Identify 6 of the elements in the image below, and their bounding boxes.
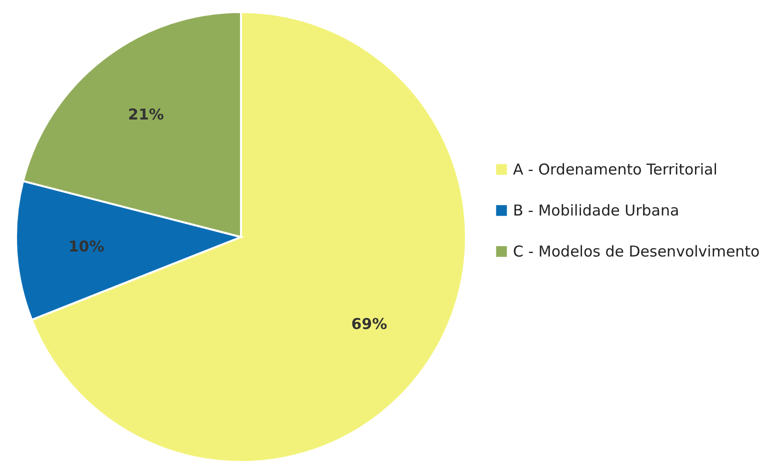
data-label: 10% (68, 238, 104, 256)
legend-label: B - Mobilidade Urbana (513, 202, 680, 220)
data-label: 21% (128, 106, 164, 124)
data-label: 69% (351, 315, 388, 334)
legend-label: C - Modelos de Desenvolvimento (513, 242, 760, 260)
legend-label: A - Ordenamento Territorial (513, 160, 718, 178)
